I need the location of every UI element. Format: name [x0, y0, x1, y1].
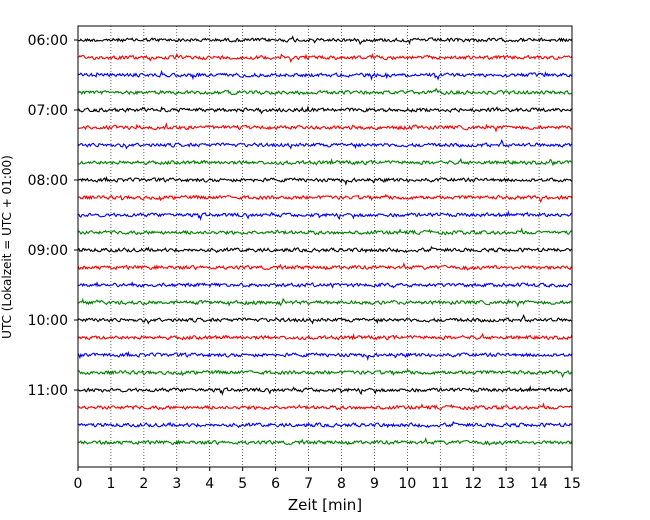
y-tick-label: 07:00 — [28, 103, 68, 119]
seismic-trace — [77, 368, 573, 379]
trace-group — [77, 35, 573, 446]
x-tick-label: 8 — [337, 476, 346, 492]
x-tick-label: 15 — [563, 476, 581, 492]
y-tick-label: 11:00 — [28, 383, 68, 399]
axes — [74, 25, 573, 471]
plot-frame — [77, 25, 573, 468]
x-tick-label: 10 — [398, 476, 416, 492]
seismic-trace — [77, 35, 573, 46]
seismic-trace — [77, 87, 573, 96]
x-tick-label: 9 — [370, 476, 379, 492]
seismic-trace — [77, 227, 573, 236]
x-tick-label: 11 — [431, 476, 449, 492]
seismic-trace — [77, 436, 573, 446]
y-axis-label: UTC (Lokalzeit = UTC + 01:00) — [0, 155, 14, 339]
seismic-trace — [77, 261, 573, 271]
y-tick-labels: 06:00 07:00 08:00 09:00 10:00 11:00 — [28, 33, 68, 399]
seismic-trace — [77, 332, 573, 341]
seismic-trace — [77, 105, 573, 115]
x-tick-labels: 0 1 2 3 4 5 6 7 8 9 10 11 12 13 14 15 — [74, 476, 581, 492]
seismic-trace — [77, 281, 573, 289]
x-tick-label: 7 — [304, 476, 313, 492]
seismic-trace — [77, 69, 573, 81]
x-tick-label: 12 — [464, 476, 482, 492]
seismic-trace — [77, 210, 573, 221]
y-tick-label: 09:00 — [28, 243, 68, 259]
seismic-trace — [77, 350, 573, 361]
x-axis-label: Zeit [min] — [288, 496, 362, 514]
x-tick-label: 3 — [172, 476, 181, 492]
y-tick-label: 10:00 — [28, 313, 68, 329]
x-tick-label: 5 — [238, 476, 247, 492]
seismic-trace — [77, 402, 573, 411]
y-tick-label: 06:00 — [28, 33, 68, 49]
x-tick-label: 13 — [497, 476, 515, 492]
seismic-trace — [77, 175, 573, 186]
x-tick-label: 6 — [271, 476, 280, 492]
seismic-trace — [77, 385, 573, 396]
x-tick-label: 2 — [139, 476, 148, 492]
x-tick-label: 0 — [74, 476, 83, 492]
seismic-trace — [77, 297, 573, 308]
x-tick-label: 4 — [205, 476, 214, 492]
seismic-trace — [77, 314, 573, 325]
seismic-trace — [77, 139, 573, 150]
y-tick-label: 08:00 — [28, 173, 68, 189]
seismic-trace — [77, 157, 573, 167]
seismic-trace — [77, 52, 573, 64]
seismic-trace — [77, 420, 573, 429]
x-tick-label: 1 — [106, 476, 115, 492]
seismic-trace — [77, 122, 573, 133]
x-tick-label: 14 — [530, 476, 548, 492]
seismic-trace — [77, 193, 573, 204]
seismic-trace — [77, 245, 573, 254]
